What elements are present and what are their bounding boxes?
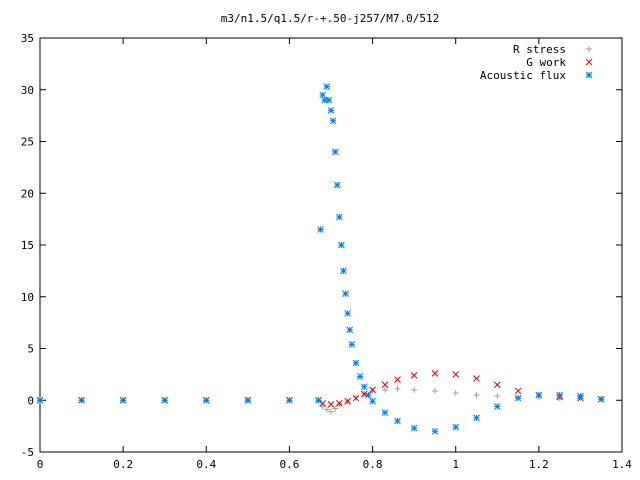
x-tick-label: 1.2 [529, 458, 549, 471]
data-point [410, 424, 418, 432]
y-tick-label: 25 [21, 136, 34, 149]
x-tick-label: 1.4 [612, 458, 632, 471]
y-tick-label: 15 [21, 239, 34, 252]
data-point [331, 148, 339, 156]
data-point [494, 393, 501, 400]
y-tick-label: 10 [21, 291, 34, 304]
data-point [325, 96, 333, 104]
data-point [381, 409, 389, 417]
data-point [344, 309, 351, 317]
data-point [340, 267, 347, 275]
data-point [348, 341, 356, 348]
legend-label: Acoustic flux [480, 69, 566, 82]
data-point [514, 387, 522, 395]
data-point [335, 400, 343, 407]
data-point [394, 376, 401, 383]
data-point [381, 381, 389, 389]
data-point [369, 397, 376, 405]
data-point [493, 403, 501, 410]
data-point [346, 326, 354, 334]
data-point [323, 83, 331, 90]
x-tick-label: 0.8 [363, 458, 383, 471]
chart-title: m3/n1.5/q1.5/r-+.50-j257/M7.0/512 [221, 12, 440, 25]
data-point [202, 396, 210, 404]
data-point [328, 408, 334, 415]
data-point [431, 369, 439, 377]
data-point [332, 405, 339, 412]
data-point [78, 396, 85, 404]
data-point [335, 213, 343, 221]
data-point [382, 386, 389, 393]
data-point [244, 396, 252, 404]
data-point [327, 107, 335, 114]
data-point [394, 385, 401, 392]
data-marks [36, 83, 605, 435]
data-point [369, 387, 376, 394]
data-point [556, 391, 563, 399]
y-tick-label: 30 [21, 84, 34, 97]
y-tick-label: 20 [21, 187, 34, 200]
data-point [119, 396, 127, 404]
data-point [329, 117, 337, 125]
data-point [319, 91, 327, 99]
data-point [452, 371, 460, 378]
data-point [473, 375, 480, 382]
data-point [473, 392, 480, 399]
data-point [394, 417, 401, 425]
data-point [431, 427, 439, 435]
data-point [336, 401, 343, 408]
data-point [597, 395, 605, 403]
data-point [344, 397, 351, 405]
data-point [493, 381, 501, 389]
data-point [338, 241, 345, 249]
data-point [315, 396, 322, 404]
legend-marker [586, 46, 592, 52]
data-point [352, 394, 359, 401]
data-point [352, 394, 360, 402]
legend-label: R stress [513, 43, 566, 56]
data-point [36, 396, 44, 404]
x-tick-label: 0.2 [113, 458, 133, 471]
data-point [319, 403, 326, 410]
data-point [352, 359, 360, 367]
data-point [473, 414, 480, 422]
data-point [317, 226, 324, 233]
data-point [410, 372, 418, 379]
data-point [360, 383, 368, 391]
data-point [360, 390, 368, 398]
data-point [319, 400, 327, 407]
y-tick-label: 0 [27, 394, 34, 407]
data-point [327, 401, 335, 408]
data-point [333, 181, 341, 189]
legend-label: G work [526, 56, 566, 69]
legend-marker [585, 71, 593, 79]
x-tick-label: 1 [452, 458, 459, 471]
data-point [535, 391, 543, 399]
data-point [356, 373, 364, 380]
data-point [452, 423, 460, 431]
x-tick-label: 0.4 [196, 458, 216, 471]
data-point [365, 391, 372, 399]
x-tick-label: 0 [37, 458, 44, 471]
data-point [452, 390, 459, 397]
y-tick-label: 5 [27, 343, 34, 356]
data-point [577, 392, 584, 400]
legend-marker [585, 58, 593, 66]
y-tick-label: -5 [21, 446, 34, 459]
x-tick-label: 0.6 [279, 458, 299, 471]
series-acoustic-flux [36, 83, 605, 435]
data-point [369, 386, 376, 394]
data-point [431, 387, 438, 394]
data-point [514, 394, 522, 402]
data-point [161, 396, 169, 404]
data-point [286, 396, 293, 404]
data-point [323, 406, 330, 413]
data-point [411, 386, 418, 393]
y-tick-label: 35 [21, 32, 34, 45]
data-point [342, 290, 349, 297]
